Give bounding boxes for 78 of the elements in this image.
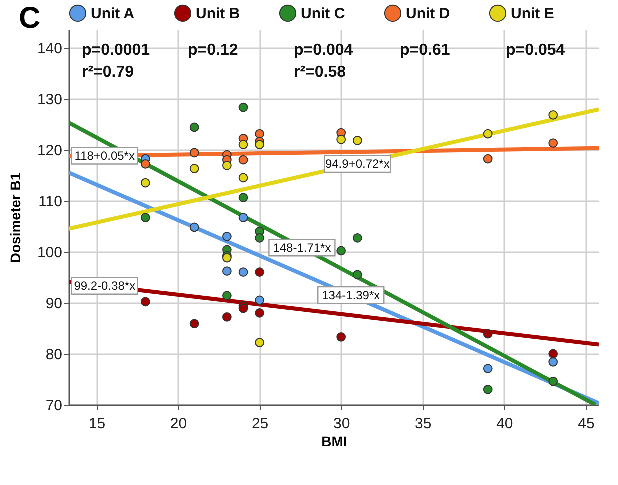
annotation: 99.2-0.38*x xyxy=(74,279,136,294)
x-tick-label: 20 xyxy=(170,416,188,432)
y-tick-label: 70 xyxy=(46,398,62,414)
point xyxy=(483,154,493,164)
point xyxy=(238,213,248,222)
y-tick-label: 110 xyxy=(38,193,62,210)
point xyxy=(190,148,200,158)
point xyxy=(336,246,346,256)
annotation: p=0.12 xyxy=(188,42,238,59)
point xyxy=(352,270,362,280)
x-tick-label: 30 xyxy=(333,416,350,432)
annotation: 148-1.71*x xyxy=(273,240,332,255)
x-tick-label: 35 xyxy=(415,416,432,432)
point xyxy=(222,291,232,300)
point xyxy=(548,357,558,367)
point xyxy=(336,332,346,342)
point xyxy=(255,140,264,150)
y-tick-label: 120 xyxy=(37,142,62,160)
x-axis-title: BMI xyxy=(322,434,348,450)
y-axis-title: Dosimeter B1 xyxy=(7,172,24,264)
annotation: 134-1.39*x xyxy=(322,288,380,302)
legend-label: Unit E xyxy=(511,5,554,22)
annotation: 118+0.05*x xyxy=(74,149,135,164)
point xyxy=(352,136,362,146)
point xyxy=(190,122,200,132)
point xyxy=(238,102,248,112)
point xyxy=(255,308,264,318)
y-tick-label: 100 xyxy=(37,244,62,262)
y-tick-label: 90 xyxy=(46,295,62,312)
y-tick-label: 80 xyxy=(46,346,62,364)
annotation: p=0.61 xyxy=(400,42,450,59)
point xyxy=(238,140,248,150)
point xyxy=(255,338,264,348)
point xyxy=(222,232,232,242)
point xyxy=(548,349,558,359)
point xyxy=(483,385,493,394)
point xyxy=(352,233,362,243)
y-tick-label: 140 xyxy=(37,40,62,58)
point xyxy=(238,155,248,165)
chart-title: C xyxy=(19,2,41,35)
point xyxy=(140,213,150,222)
point xyxy=(222,161,232,170)
point xyxy=(483,329,493,339)
point xyxy=(140,160,150,169)
point xyxy=(483,129,493,139)
legend-label: Unit D xyxy=(406,5,450,22)
point xyxy=(190,319,200,329)
annotation: p=0.0001 r²=0.79 xyxy=(82,42,150,81)
point xyxy=(336,135,346,144)
point xyxy=(255,268,264,278)
point xyxy=(140,178,150,188)
point xyxy=(548,138,558,148)
annotation: 94.9+0.72*x xyxy=(325,157,390,172)
annotation: p=0.054 xyxy=(506,42,566,59)
point xyxy=(190,222,200,232)
x-tick-label: 45 xyxy=(578,416,595,432)
point xyxy=(255,129,264,139)
point xyxy=(483,364,493,374)
point xyxy=(548,110,558,120)
point xyxy=(140,297,150,307)
point xyxy=(238,173,248,183)
y-tick-label: 130 xyxy=(37,91,62,108)
point xyxy=(238,193,248,203)
point xyxy=(548,376,558,386)
legend-label: Unit A xyxy=(91,5,135,22)
x-tick-label: 25 xyxy=(252,416,269,432)
point xyxy=(222,312,232,322)
x-tick-label: 15 xyxy=(88,416,106,432)
legend-label: Unit B xyxy=(196,5,240,22)
point xyxy=(255,296,264,306)
point xyxy=(238,268,248,278)
point xyxy=(190,164,200,174)
x-tick-label: 40 xyxy=(496,416,514,432)
point xyxy=(255,233,264,243)
point xyxy=(238,304,248,314)
point xyxy=(222,266,232,276)
annotation: p=0.004 r²=0.58 xyxy=(294,42,354,81)
legend-label: Unit C xyxy=(301,5,346,22)
